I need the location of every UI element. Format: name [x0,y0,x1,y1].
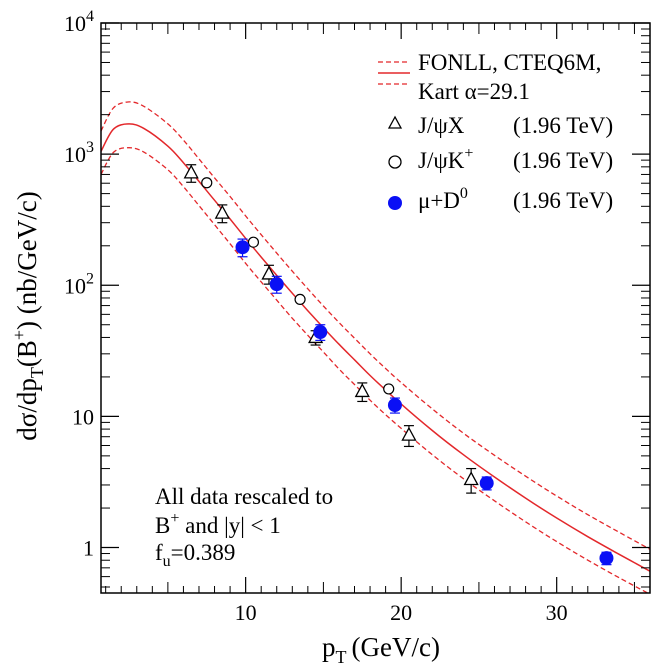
legend-filled-circle-marker [388,196,402,210]
legend-mud0-label: μ+D0 [418,185,468,213]
jpsik-point [383,383,395,395]
legend-theory-label-1: FONLL, CTEQ6M, [418,50,601,75]
jpsik-point [201,177,213,189]
mud0-point [387,398,402,413]
annotation-line-3: fu=0.389 [155,540,235,570]
legend-open-circle-marker [388,155,402,169]
mud0-point [269,277,284,292]
annotation-line-2: B+ and |y| < 1 [155,510,281,538]
jpsix-point [261,265,277,280]
x-tick-label: 30 [546,600,568,625]
legend-jpsik-label: J/ψK+ [418,145,473,173]
y-tick-label: 1 [83,536,94,561]
jpsik-point [294,293,306,306]
y-tick-label: 102 [64,270,94,298]
theory-central-curve [101,123,650,572]
jpsix-point [183,164,199,179]
x-axis-title: pT (GeV/c) [322,632,440,667]
jpsik-point [247,236,260,248]
jpsix-point [214,204,230,219]
jpsix-point [463,471,479,486]
legend-mud0-energy: (1.96 TeV) [513,188,613,213]
theory-upper-curve [101,101,650,550]
x-tick-label: 20 [390,600,412,625]
axes: 10 20 30 1 10 102 103 104 [64,8,651,625]
legend-triangle-marker [387,115,403,129]
legend-jpsik-energy: (1.96 TeV) [513,148,613,173]
annotation-line-1: All data rescaled to [155,484,333,509]
mud0-point [599,551,614,566]
jpsix-point [401,426,417,441]
legend-jpsix-energy: (1.96 TeV) [513,113,613,138]
y-tick-label: 10 [72,404,94,429]
y-axis-title: dσ/dpT(B+) (nb/GeV/c) [9,191,47,440]
y-tick-label: 103 [64,139,94,167]
legend-theory-label-2: Kart α=29.1 [418,79,530,104]
legend: FONLL, CTEQ6M, Kart α=29.1 J/ψX (1.96 Te… [378,50,613,213]
data-points [183,164,614,566]
mud0-point [479,476,494,491]
y-tick-label: 104 [64,8,94,36]
plot-frame [100,22,651,594]
x-tick-label: 10 [235,600,257,625]
mud0-point [313,325,328,340]
annotation: All data rescaled to B+ and |y| < 1 fu=0… [155,484,333,570]
legend-jpsix-label: J/ψX [418,113,465,138]
jpsix-point [354,383,370,398]
mud0-point [235,240,250,255]
